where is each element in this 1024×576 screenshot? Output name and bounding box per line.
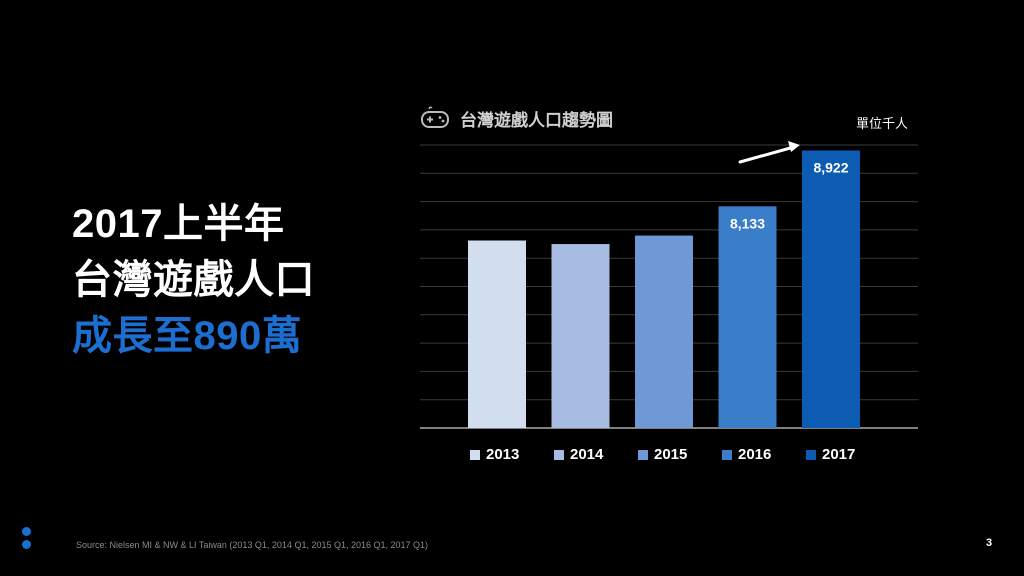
brand-dots	[22, 527, 31, 553]
page-number: 3	[986, 537, 993, 549]
legend-label: 2017	[822, 446, 856, 463]
unit-label: 單位千人	[856, 116, 909, 131]
data-label-2017: 8,922	[813, 160, 848, 176]
bar-2015	[635, 235, 693, 428]
legend-swatch	[554, 449, 564, 460]
legend-item-2017: 2017	[806, 446, 890, 463]
legend-item-2015: 2015	[638, 446, 722, 463]
legend-item-2013: 2013	[470, 446, 554, 463]
legend-item-2016: 2016	[722, 446, 806, 463]
bar-2016	[718, 206, 777, 428]
bar-2013	[468, 240, 526, 428]
legend: 2013 2014 2015 2016 2017	[470, 446, 890, 463]
chart-title-text: 台灣遊戲人口趨勢圖	[460, 110, 613, 130]
data-label-2016: 8,133	[730, 215, 765, 231]
headline-line-1: 2017上半年	[72, 202, 285, 246]
legend-label: 2014	[570, 446, 604, 463]
headline: 2017上半年 台灣遊戲人口 成長至890萬	[72, 196, 392, 364]
bar-2014	[551, 244, 610, 428]
legend-swatch	[470, 449, 480, 460]
arrow-up-right-icon	[738, 141, 800, 164]
bar-2017	[802, 150, 860, 428]
legend-item-2014: 2014	[554, 446, 638, 463]
legend-swatch	[722, 449, 732, 460]
legend-label: 2013	[486, 446, 520, 463]
legend-label: 2016	[738, 446, 772, 463]
chart-title: 台灣遊戲人口趨勢圖	[420, 104, 613, 132]
headline-line-3: 成長至890萬	[72, 314, 303, 358]
legend-swatch	[806, 449, 816, 460]
headline-line-2: 台灣遊戲人口	[72, 258, 315, 302]
data-labels: 8,133 8,922	[730, 160, 849, 232]
legend-swatch	[638, 449, 648, 460]
gamepad-icon	[421, 106, 449, 128]
legend-label: 2015	[654, 446, 688, 463]
source-note: Source: Nielsen MI & NW & LI Taiwan (201…	[76, 540, 429, 550]
bars	[468, 150, 860, 428]
